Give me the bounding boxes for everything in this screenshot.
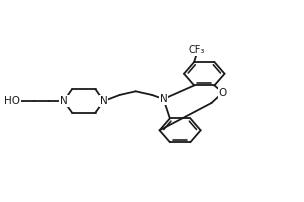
Text: O: O <box>219 87 227 98</box>
Text: N: N <box>100 96 108 106</box>
Text: CF₃: CF₃ <box>188 45 205 55</box>
Text: N: N <box>160 94 168 104</box>
Text: HO: HO <box>4 96 20 106</box>
Text: N: N <box>60 96 68 106</box>
